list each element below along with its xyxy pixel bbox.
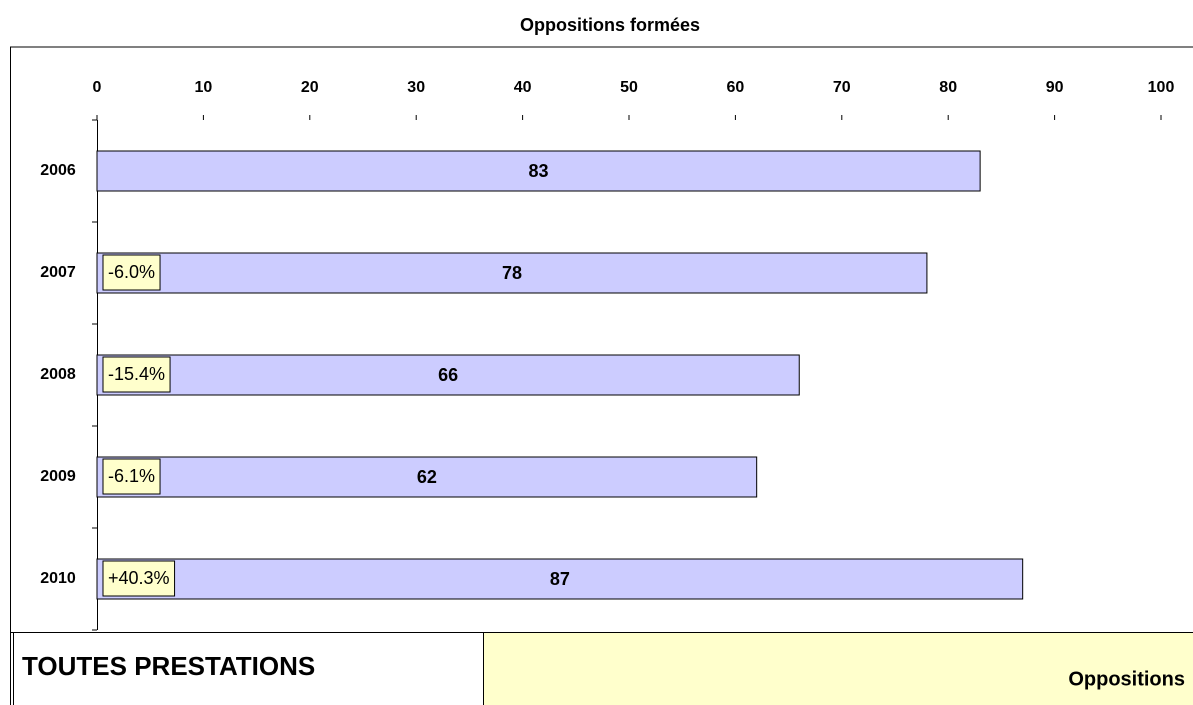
x-tick-label: 60 <box>727 79 745 96</box>
chart-title: Oppositions formées <box>520 15 700 35</box>
y-tick-label: 2009 <box>40 468 76 485</box>
footer-right: Oppositions <box>1068 668 1185 690</box>
change-label: +40.3% <box>108 568 170 588</box>
x-tick-label: 10 <box>195 79 213 96</box>
value-label: 78 <box>502 263 522 283</box>
x-tick-label: 30 <box>407 79 425 96</box>
value-label: 87 <box>550 569 570 589</box>
bar <box>96 252 928 294</box>
footer-cell <box>483 632 1193 705</box>
bar <box>96 558 1024 600</box>
y-tick-label: 2010 <box>40 570 76 587</box>
value-label: 83 <box>529 161 549 181</box>
x-tick-label: 70 <box>833 79 851 96</box>
change-box <box>102 560 176 597</box>
x-tick-label: 100 <box>1148 79 1175 96</box>
x-tick-label: 40 <box>514 79 532 96</box>
change-label: -6.1% <box>108 466 155 486</box>
x-tick-label: 0 <box>93 79 102 96</box>
x-tick-label: 90 <box>1046 79 1064 96</box>
change-label: -6.0% <box>108 262 155 282</box>
x-tick-label: 80 <box>939 79 957 96</box>
footer-left: TOUTES PRESTATIONS <box>22 651 315 681</box>
x-tick-label: 50 <box>620 79 638 96</box>
bar <box>96 456 758 498</box>
value-label: 62 <box>417 467 437 487</box>
y-tick-label: 2007 <box>40 264 76 281</box>
y-tick-label: 2006 <box>40 162 76 179</box>
change-box <box>102 356 171 393</box>
bar <box>96 150 981 192</box>
value-label: 66 <box>438 365 458 385</box>
x-tick-label: 20 <box>301 79 319 96</box>
change-label: -15.4% <box>108 364 165 384</box>
change-box <box>102 458 161 495</box>
change-box <box>102 254 161 291</box>
bar <box>96 354 800 396</box>
y-tick-label: 2008 <box>40 366 76 383</box>
